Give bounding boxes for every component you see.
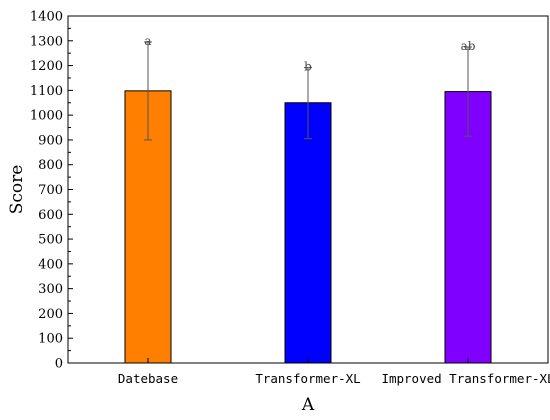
y-axis-title: Score [7, 165, 27, 215]
y-tick-label: 400 [38, 257, 63, 272]
significance-label: a [144, 34, 151, 48]
y-tick-label: 600 [38, 208, 63, 223]
y-tick-label: 1300 [30, 34, 63, 49]
y-tick-label: 900 [38, 133, 63, 148]
y-tick-label: 500 [38, 233, 63, 248]
y-tick-label: 0 [55, 357, 63, 372]
significance-label: ab [461, 39, 476, 53]
y-tick-label: 1000 [30, 109, 63, 124]
x-axis-title: A [301, 395, 315, 415]
significance-label: b [304, 60, 312, 74]
x-tick-label: Datebase [118, 371, 178, 386]
y-tick-label: 300 [38, 282, 63, 297]
y-tick-label: 700 [38, 183, 63, 198]
y-tick-label: 800 [38, 158, 63, 173]
y-tick-label: 1100 [30, 84, 63, 99]
y-tick-label: 200 [38, 307, 63, 322]
x-tick-label: Improved Transformer-XL [381, 371, 550, 386]
y-tick-label: 1400 [30, 10, 63, 25]
plot-area: 0 100 200 300 400 500 600 700 800 900 1000 1100 1200… [30, 10, 550, 387]
bar-transformer-xl [284, 102, 332, 364]
y-tick-label: 100 [38, 332, 63, 347]
x-tick-label: Transformer-XL [255, 371, 360, 386]
y-tick-label: 1200 [30, 59, 63, 74]
